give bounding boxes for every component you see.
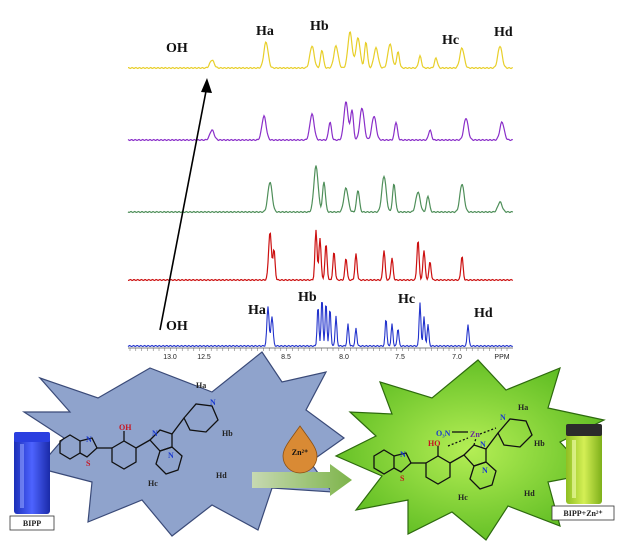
- label-hd-bottom: Hd: [474, 306, 493, 321]
- bipp-atom-s: S: [86, 459, 91, 468]
- label-ha-top: Ha: [256, 24, 274, 39]
- complex-atom-n1: N: [400, 450, 406, 459]
- bipp-structure: [59, 403, 219, 475]
- label-box-bipp: BIPP: [9, 515, 55, 531]
- tick-8-5: 8.5: [281, 354, 291, 361]
- bipp-atom-n3: N: [168, 451, 174, 460]
- label-hb-bottom: Hb: [298, 290, 317, 305]
- complex-structure: [373, 418, 533, 490]
- complex-atom-s: S: [400, 474, 405, 483]
- complex-sample-label: BIPP+Zn²⁺: [563, 509, 602, 518]
- label-oh-bottom: OH: [166, 319, 188, 334]
- spectrum-trace-2: [127, 101, 513, 142]
- label-hb-top: Hb: [310, 19, 329, 34]
- bipp-label-hd: Hd: [216, 471, 227, 480]
- tick-7-5: 7.5: [395, 354, 405, 361]
- label-hc-top: Hc: [442, 33, 459, 48]
- bipp-label-hc: Hc: [148, 479, 158, 488]
- spectrum-trace-1: [128, 31, 514, 70]
- complex-atom-n3: N: [482, 466, 488, 475]
- bipp-atom-n1: N: [86, 435, 92, 444]
- complex-label-hd: Hd: [524, 489, 535, 498]
- complex-atom-ho: HO: [428, 439, 440, 448]
- complex-atom-no3: O₃N: [436, 429, 451, 438]
- tick-12-5: 12.5: [197, 354, 211, 361]
- label-ha-bottom: Ha: [248, 303, 266, 318]
- bipp-atom-oh: OH: [119, 423, 132, 432]
- complex-atom-n2: N: [480, 440, 486, 449]
- titration-arrow: [159, 78, 212, 331]
- ppm-axis: 13.0 12.5 8.5 8.0 7.5 7.0 PPM: [128, 347, 513, 361]
- complex-label-hb: Hb: [534, 439, 545, 448]
- zinc-label: Zn²⁺: [292, 448, 308, 457]
- tick-13-0: 13.0: [163, 354, 177, 361]
- complex-atom-n4: N: [500, 413, 506, 422]
- complex-label-hc: Hc: [458, 493, 468, 502]
- label-hd-top: Hd: [494, 25, 513, 40]
- spectrum-trace-5: [127, 301, 513, 348]
- zinc-drop: Zn²⁺: [282, 425, 318, 474]
- label-box-complex: BIPP+Zn²⁺: [551, 505, 615, 521]
- vial-complex: [566, 424, 602, 504]
- bipp-atom-n2: N: [152, 429, 158, 438]
- bipp-label-hb: Hb: [222, 429, 233, 438]
- bipp-atom-n4: N: [210, 398, 216, 407]
- complex-label-ha: Ha: [518, 403, 528, 412]
- tick-8-0: 8.0: [339, 354, 349, 361]
- label-oh-top: OH: [166, 41, 188, 56]
- reaction-arrow: [252, 464, 352, 496]
- right-burst: [334, 359, 606, 541]
- bipp-label: BIPP: [23, 519, 41, 528]
- axis-unit: PPM: [494, 354, 509, 361]
- bipp-label-ha: Ha: [196, 381, 206, 390]
- complex-atom-zn: Zn: [470, 430, 480, 439]
- label-hc-bottom: Hc: [398, 292, 415, 307]
- spectrum-trace-4: [127, 229, 514, 282]
- spectrum-trace-3: [127, 165, 514, 214]
- nmr-spectra: [127, 31, 514, 348]
- vial-bipp: [14, 432, 50, 514]
- tick-7-0: 7.0: [452, 354, 462, 361]
